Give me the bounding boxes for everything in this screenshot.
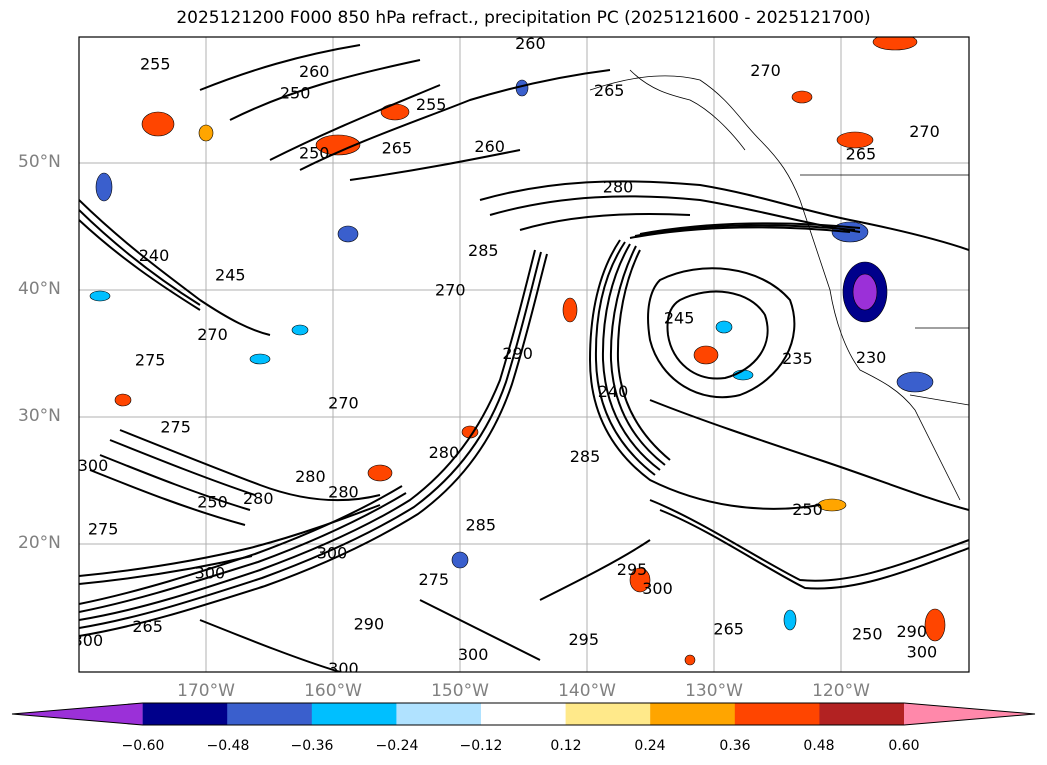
contour-label: 265 — [594, 81, 625, 100]
contour-label: 270 — [750, 61, 781, 80]
contour-label: 295 — [617, 560, 648, 579]
contour-label: 250 — [299, 143, 330, 162]
contour-label: 275 — [418, 570, 449, 589]
colorbar-swatch — [650, 703, 736, 725]
lat-label-40: 40°N — [18, 279, 61, 299]
colorbar-swatch — [734, 703, 820, 725]
colorbar-tick-label: 0.24 — [634, 738, 666, 754]
colorbar-tick-label: 0.48 — [803, 738, 835, 754]
contour-label: 260 — [299, 62, 330, 81]
lat-label-50: 50°N — [18, 152, 61, 172]
contour-label: 285 — [465, 515, 496, 534]
contour-label: 300 — [73, 631, 104, 650]
contour-label: 290 — [897, 622, 928, 641]
contour-label: 300 — [642, 579, 673, 598]
contour-label: 280 — [295, 467, 326, 486]
contour-label: 300 — [458, 645, 489, 664]
contour-label: 270 — [328, 394, 359, 413]
contour-label: 280 — [328, 482, 359, 501]
colorbar-tick-label: 0.60 — [888, 738, 920, 754]
contour-label: 285 — [468, 241, 499, 260]
colorbar-tick-label: −0.60 — [121, 738, 165, 754]
colorbar-tick-label: 0.12 — [550, 738, 582, 754]
lon-label-160w: 160°W — [304, 681, 362, 701]
contour-label: 270 — [197, 325, 228, 344]
colorbar-extend-max — [904, 703, 1035, 725]
colorbar-outline — [11, 702, 1036, 726]
contour-label: 260 — [474, 137, 505, 156]
coastline — [589, 69, 969, 501]
refractivity-contours — [79, 44, 969, 672]
contour-label: 265 — [713, 620, 744, 639]
contour-label: 255 — [140, 54, 171, 73]
contour-label: 250 — [792, 500, 823, 519]
lon-label-120w: 120°W — [812, 681, 870, 701]
colorbar-swatch — [396, 703, 482, 725]
contour-label: 290 — [354, 615, 385, 634]
map-title: 2025121200 F000 850 hPa refract., precip… — [176, 8, 871, 28]
colorbar-tick-label: 0.36 — [719, 738, 751, 754]
contour-label: 280 — [243, 489, 274, 508]
contour-label: 270 — [909, 122, 940, 141]
contour-label: 265 — [846, 145, 877, 164]
contour-label: 250 — [852, 625, 883, 644]
colorbar-tick-label: −0.12 — [459, 738, 503, 754]
contour-label: 270 — [435, 281, 466, 300]
contour-label: 250 — [197, 493, 228, 512]
lon-label-130w: 130°W — [685, 681, 743, 701]
contour-label: 265 — [382, 138, 413, 157]
contour-label: 245 — [215, 265, 246, 284]
contour-label: 240 — [139, 246, 170, 265]
plot-frame — [78, 36, 970, 673]
contour-label: 275 — [160, 418, 191, 437]
precipitation-patches — [89, 37, 946, 666]
colorbar-tick-label: −0.24 — [375, 738, 419, 754]
colorbar-tick-label: −0.36 — [290, 738, 334, 754]
colorbar-swatch — [142, 703, 228, 725]
contour-label: 300 — [195, 564, 226, 583]
contour-label: 275 — [88, 519, 119, 538]
colorbar-swatch — [481, 703, 567, 725]
contour-label: 280 — [429, 443, 460, 462]
colorbar-swatch — [311, 703, 397, 725]
contour-label: 300 — [78, 456, 109, 475]
contour-label: 300 — [317, 543, 348, 562]
contour-label: 250 — [280, 84, 311, 103]
lat-label-20: 20°N — [18, 533, 61, 553]
contour-label: 260 — [515, 34, 546, 53]
contour-label: 230 — [856, 348, 887, 367]
contour-label: 300 — [907, 642, 938, 661]
lon-label-170w: 170°W — [177, 681, 235, 701]
contour-label: 245 — [664, 308, 695, 327]
contour-label: 255 — [416, 95, 447, 114]
colorbar-extend-min — [12, 703, 143, 725]
contour-label: 265 — [132, 617, 163, 636]
contour-label: 275 — [135, 350, 166, 369]
lat-label-30: 30°N — [18, 406, 61, 426]
colorbar-swatch — [819, 703, 905, 725]
colorbar-swatch — [565, 703, 651, 725]
contour-label: 295 — [568, 630, 599, 649]
colorbar-tick-label: −0.48 — [206, 738, 250, 754]
contour-label: 290 — [502, 344, 533, 363]
lon-label-140w: 140°W — [558, 681, 616, 701]
contour-label: 285 — [570, 447, 601, 466]
colorbar-swatch — [227, 703, 313, 725]
contour-label: 280 — [603, 178, 634, 197]
lon-label-150w: 150°W — [431, 681, 489, 701]
colorbar — [11, 702, 1036, 726]
contour-label: 300 — [328, 659, 359, 678]
contour-label: 235 — [782, 349, 813, 368]
contour-label: 240 — [598, 382, 629, 401]
